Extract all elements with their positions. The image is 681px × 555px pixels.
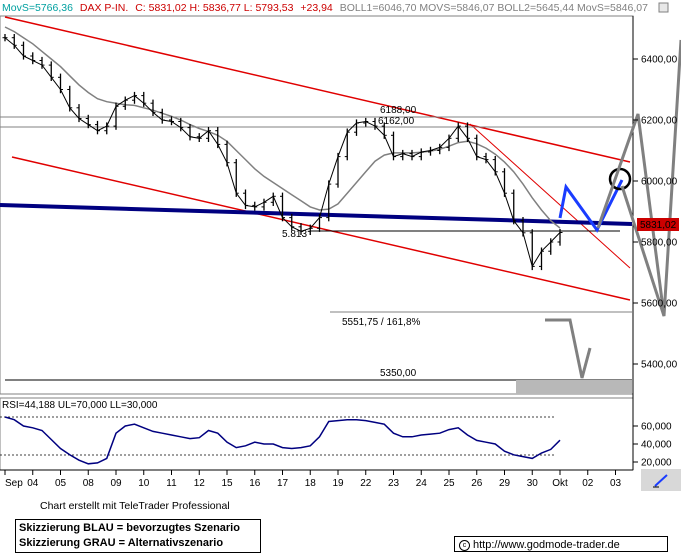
resist1-label: 6188,00 xyxy=(380,105,417,116)
x-tick-label: 25 xyxy=(443,478,455,489)
website-url[interactable]: http://www.godmode-trader.de xyxy=(473,539,620,551)
corner-panel[interactable] xyxy=(641,469,681,491)
y-tick-label: 6000,00 xyxy=(641,177,678,188)
x-tick-label: 11 xyxy=(166,478,177,489)
support-label: 5.813 xyxy=(282,229,307,240)
y-tick-label: 5600,00 xyxy=(641,299,678,310)
annotations: 6188,00 6162,00 5.813 5551,75 / 161,8% 5… xyxy=(0,16,681,456)
x-tick-label: 16 xyxy=(249,478,261,489)
x-tick-label: 18 xyxy=(305,478,317,489)
header-instrument: DAX P-IN. xyxy=(80,2,128,14)
x-tick-label: 23 xyxy=(388,478,400,489)
price-close-line xyxy=(4,37,561,268)
rsi-y-tick-label: 40,000 xyxy=(641,440,672,451)
x-tick-label: 26 xyxy=(471,478,483,489)
header-ohlc: C: 5831,02 H: 5836,77 L: 5793,53 xyxy=(135,2,293,14)
target-label: 5350,00 xyxy=(380,368,417,379)
y-tick-label: 5400,00 xyxy=(641,360,678,371)
scenario-gray-path-1 xyxy=(545,318,592,379)
scenario-gray-path-3 xyxy=(596,113,666,317)
x-tick-label: 19 xyxy=(332,478,344,489)
x-tick-label: 10 xyxy=(138,478,150,489)
rsi-y-tick-label: 60,000 xyxy=(641,422,672,433)
price-series xyxy=(2,34,563,271)
last-price-tag xyxy=(637,218,679,231)
y-tick-label: 5800,00 xyxy=(641,238,678,249)
channel-upper-line xyxy=(4,16,631,163)
header-movs: MovS=5766,36 xyxy=(2,2,73,14)
chart-credit: Chart erstellt mit TeleTrader Profession… xyxy=(40,500,230,512)
scenario-blue-path xyxy=(558,179,624,233)
x-tick-label: Sep xyxy=(5,478,23,489)
rsi-y-axis: 20,000 40,000 60,000 xyxy=(633,422,672,469)
website-link[interactable]: c http://www.godmode-trader.de xyxy=(454,536,668,552)
x-tick-label: 08 xyxy=(83,478,95,489)
x-tick-label: 04 xyxy=(27,478,39,489)
legend-line-blue: Skizzierung BLAU = bevorzugtes Szenario xyxy=(19,522,240,534)
panel-frames xyxy=(0,15,634,471)
x-tick-label: 30 xyxy=(527,478,539,489)
x-axis: Sep 04 05 08 09 10 11 12 15 16 17 18 19 22 23 24 25 26 29 3… xyxy=(4,470,622,489)
rsi-line xyxy=(4,416,561,465)
header-scroll-icon[interactable] xyxy=(658,2,669,13)
price-bar xyxy=(557,228,563,246)
x-tick-label: 29 xyxy=(499,478,511,489)
y-tick-label: 6200,00 xyxy=(641,116,678,127)
rsi-header: RSI=44,188 UL=70,000 LL=30,000 xyxy=(2,400,158,411)
scenario-legend: Skizzierung BLAU = bevorzugtes Szenario … xyxy=(15,519,261,553)
x-tick-label: 05 xyxy=(55,478,67,489)
short-trend-line xyxy=(469,123,631,269)
x-tick-label: 02 xyxy=(582,478,594,489)
target-zone xyxy=(516,380,632,394)
x-tick-label: 09 xyxy=(110,478,122,489)
header-change: +23,94 xyxy=(300,2,333,14)
pen-icon[interactable] xyxy=(641,469,681,491)
x-tick-label: 15 xyxy=(221,478,233,489)
x-tick-label: 17 xyxy=(277,478,289,489)
copyright-icon: c xyxy=(459,540,470,551)
y-tick-label: 6400,00 xyxy=(641,55,678,66)
rsi-series xyxy=(4,416,561,465)
rsi-y-tick-label: 20,000 xyxy=(641,458,672,469)
last-price-text: 5831,02 xyxy=(640,220,677,231)
header-line: MovS=5766,36 DAX P-IN. C: 5831,02 H: 583… xyxy=(2,2,648,14)
support-trend-line xyxy=(0,203,633,226)
price-y-axis: 5400,00 5600,00 5800,00 6000,00 6200,00 6400,… xyxy=(633,55,678,371)
x-tick-label: 12 xyxy=(194,478,206,489)
legend-line-gray: Skizzierung GRAU = Alternativszenario xyxy=(19,537,224,549)
resist2-label: 6162,00 xyxy=(378,116,415,127)
channel-lower-line xyxy=(11,156,631,301)
header-indicators: BOLL1=6046,70 MOVS=5846,07 BOLL2=5645,44… xyxy=(340,2,648,14)
x-tick-label: 22 xyxy=(360,478,372,489)
x-tick-label: Okt xyxy=(552,478,568,489)
x-tick-label: 03 xyxy=(610,478,622,489)
x-tick-label: 24 xyxy=(416,478,428,489)
fib-label: 5551,75 / 161,8% xyxy=(342,317,421,328)
